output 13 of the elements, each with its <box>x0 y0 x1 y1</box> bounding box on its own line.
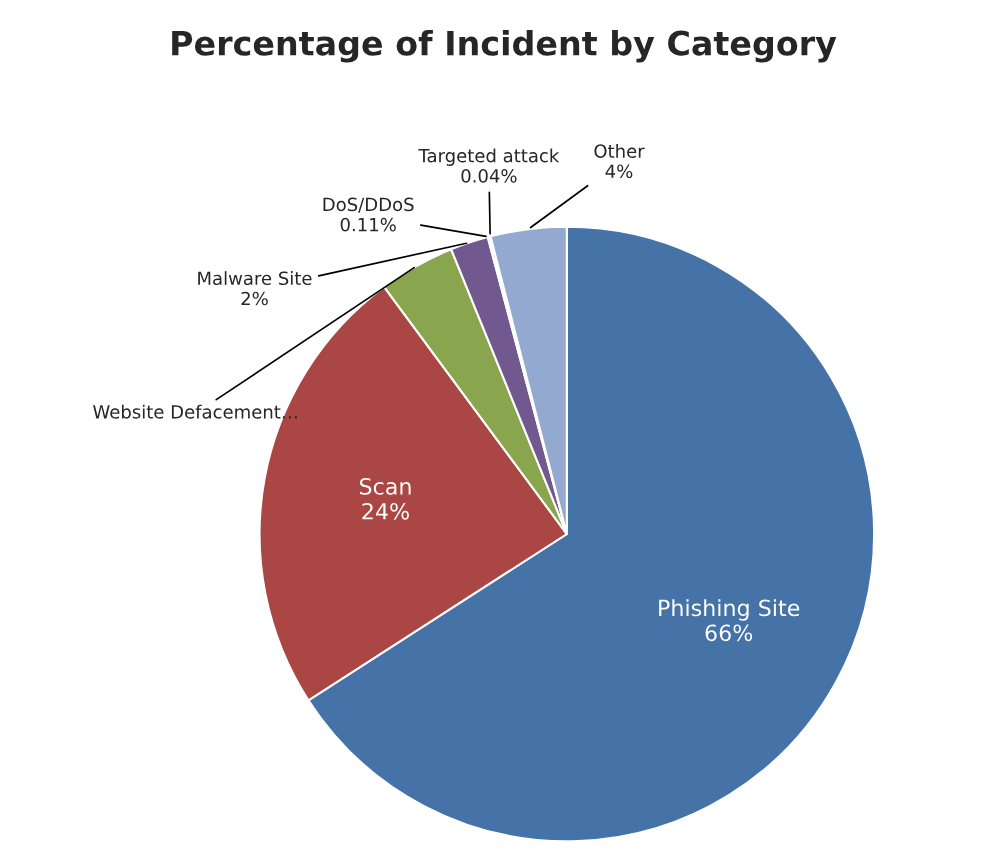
data-label: 0.11% <box>340 217 396 232</box>
slice-label: Phishing Site <box>659 599 800 621</box>
data-label: 0.04% <box>461 169 517 183</box>
slice-label: Other <box>594 143 645 158</box>
data-label: 4% <box>605 164 633 179</box>
chart-title: Percentage of Incident by Category <box>172 29 837 63</box>
data-label: 66% <box>705 624 753 642</box>
data-label: 24% <box>362 502 409 520</box>
slice-label: Malware Site <box>198 271 312 286</box>
data-label: 2% <box>241 291 268 306</box>
slice-label: Targeted attack <box>418 148 560 166</box>
slice-label: Scan <box>359 477 411 495</box>
slice-label: DoS/DDoS <box>323 197 414 213</box>
